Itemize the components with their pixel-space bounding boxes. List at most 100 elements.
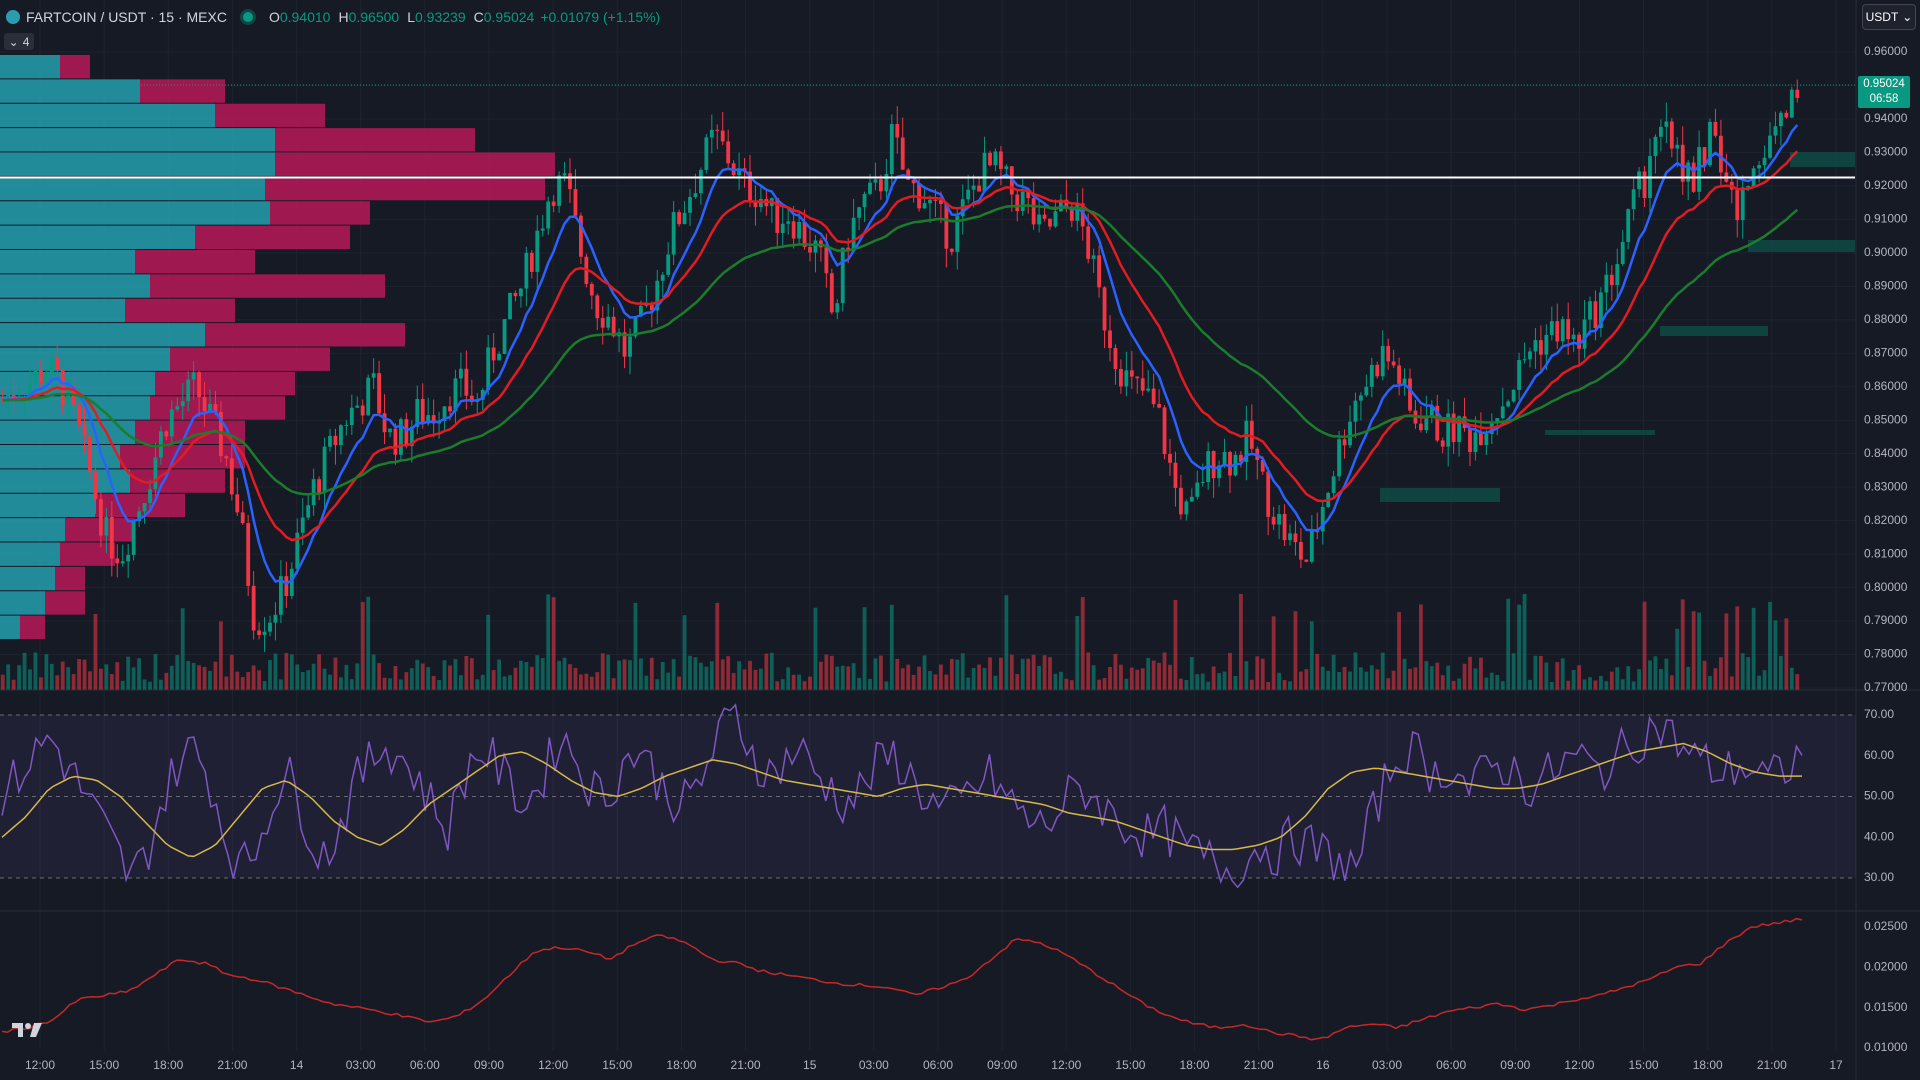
candle-body (868, 182, 872, 194)
candle-body (824, 247, 829, 274)
volume-bar (93, 613, 98, 690)
candle-body (1124, 370, 1129, 387)
candle-body (235, 494, 240, 513)
volume-bar (857, 677, 861, 690)
volume-bar (1489, 672, 1494, 690)
candle-body (404, 419, 409, 447)
volume-bar (1249, 679, 1254, 690)
profile-up-bar (0, 79, 140, 103)
candle-body (726, 141, 731, 164)
candle-body (1353, 400, 1358, 422)
volume-bar (1015, 674, 1020, 690)
candle-body (49, 357, 54, 374)
volume-bar (453, 659, 458, 690)
volume-bar (1331, 654, 1336, 690)
candle-body (513, 292, 518, 297)
candle-body (704, 137, 709, 170)
volume-bar (982, 668, 987, 690)
profile-down-bar (60, 55, 90, 79)
currency-select[interactable]: USDT ⌄ (1862, 4, 1916, 30)
time-label: 18:00 (666, 1058, 696, 1072)
volume-bar (540, 658, 545, 690)
candle-body (322, 446, 327, 493)
candle-body (1479, 432, 1483, 446)
volume-bar (1549, 681, 1554, 690)
candle-body (1582, 319, 1587, 349)
candle-body (1244, 420, 1249, 462)
candle-body (39, 370, 43, 384)
time-label: 03:00 (859, 1058, 889, 1072)
candle-body (829, 273, 834, 313)
profile-down-bar (140, 79, 225, 103)
candle-body (1042, 214, 1047, 219)
candle-body (993, 151, 998, 166)
volume-bar (704, 666, 709, 690)
candle-body (611, 316, 616, 337)
candle-body (186, 379, 191, 402)
volume-bar (126, 656, 131, 690)
price-label: 0.92000 (1864, 178, 1908, 192)
candle-body (1789, 89, 1794, 118)
liquidity-zone (1748, 240, 1855, 252)
indicators-toggle-button[interactable]: ⌄ 4 (4, 33, 34, 50)
candle-body (1522, 359, 1527, 361)
profile-up-bar (0, 542, 60, 566)
volume-bar (1315, 653, 1320, 690)
tradingview-logo-icon[interactable] (10, 1019, 44, 1039)
volume-bar (808, 676, 812, 690)
rsi-label: 60.00 (1864, 748, 1894, 762)
volume-bar (191, 662, 196, 690)
volume-bar (491, 670, 496, 690)
candle-body (1299, 542, 1303, 560)
candle-body (1097, 255, 1101, 288)
candle-body (1451, 413, 1456, 443)
candle-body (60, 369, 65, 406)
candle-body (579, 215, 583, 257)
candle-body (1762, 157, 1767, 166)
profile-down-bar (270, 201, 370, 225)
candle-body (1768, 135, 1772, 158)
time-axis[interactable]: 12:00 15:00 18:00 21:00 14 03:00 06:00 09:00 12:… (25, 1058, 1843, 1072)
candle-body (262, 631, 267, 636)
candle-body (44, 373, 49, 384)
chevron-down-icon: ⌄ (1902, 10, 1913, 24)
volume-bar (88, 671, 92, 690)
candle-body (529, 252, 534, 272)
volume-bar (829, 655, 834, 690)
volume-bar (420, 663, 425, 690)
volume-bar (649, 657, 654, 690)
time-label: 18:00 (153, 1058, 183, 1072)
volume-bar (415, 659, 420, 690)
volume-bar (660, 661, 665, 690)
time-label: 15:00 (1115, 1058, 1145, 1072)
volume-bar (1348, 671, 1352, 690)
volume-bar (628, 660, 632, 690)
candle-body (180, 401, 185, 407)
price-axis[interactable]: 0.960000.950000.940000.930000.920000.910… (1864, 44, 1908, 694)
volume-bar (71, 674, 76, 690)
candle-body (1446, 413, 1451, 447)
volume-bar (1637, 669, 1641, 690)
candle-body (1495, 418, 1500, 423)
candle-body (55, 357, 60, 370)
candle-body (1031, 198, 1036, 225)
volume-bar (551, 597, 556, 690)
volume-bar (1364, 671, 1369, 690)
candle-body (164, 431, 169, 437)
volume-bar (1386, 678, 1391, 690)
candle-body (1686, 162, 1691, 182)
candle-body (851, 217, 856, 251)
volume-bar (786, 667, 791, 690)
volume-bar (1680, 599, 1685, 690)
volume-bar (584, 673, 589, 690)
change-value: +0.01079 (+1.15%) (540, 9, 661, 25)
symbol-title[interactable]: FARTCOIN / USDT · 15 · MEXC (26, 9, 227, 25)
volume-bar (1353, 652, 1358, 690)
profile-up-bar (0, 396, 150, 420)
volume-bar (1228, 652, 1232, 690)
volume-bar (1064, 678, 1069, 690)
volume-bar (671, 659, 676, 690)
volume-bar (497, 659, 501, 690)
candle-body (720, 130, 725, 142)
